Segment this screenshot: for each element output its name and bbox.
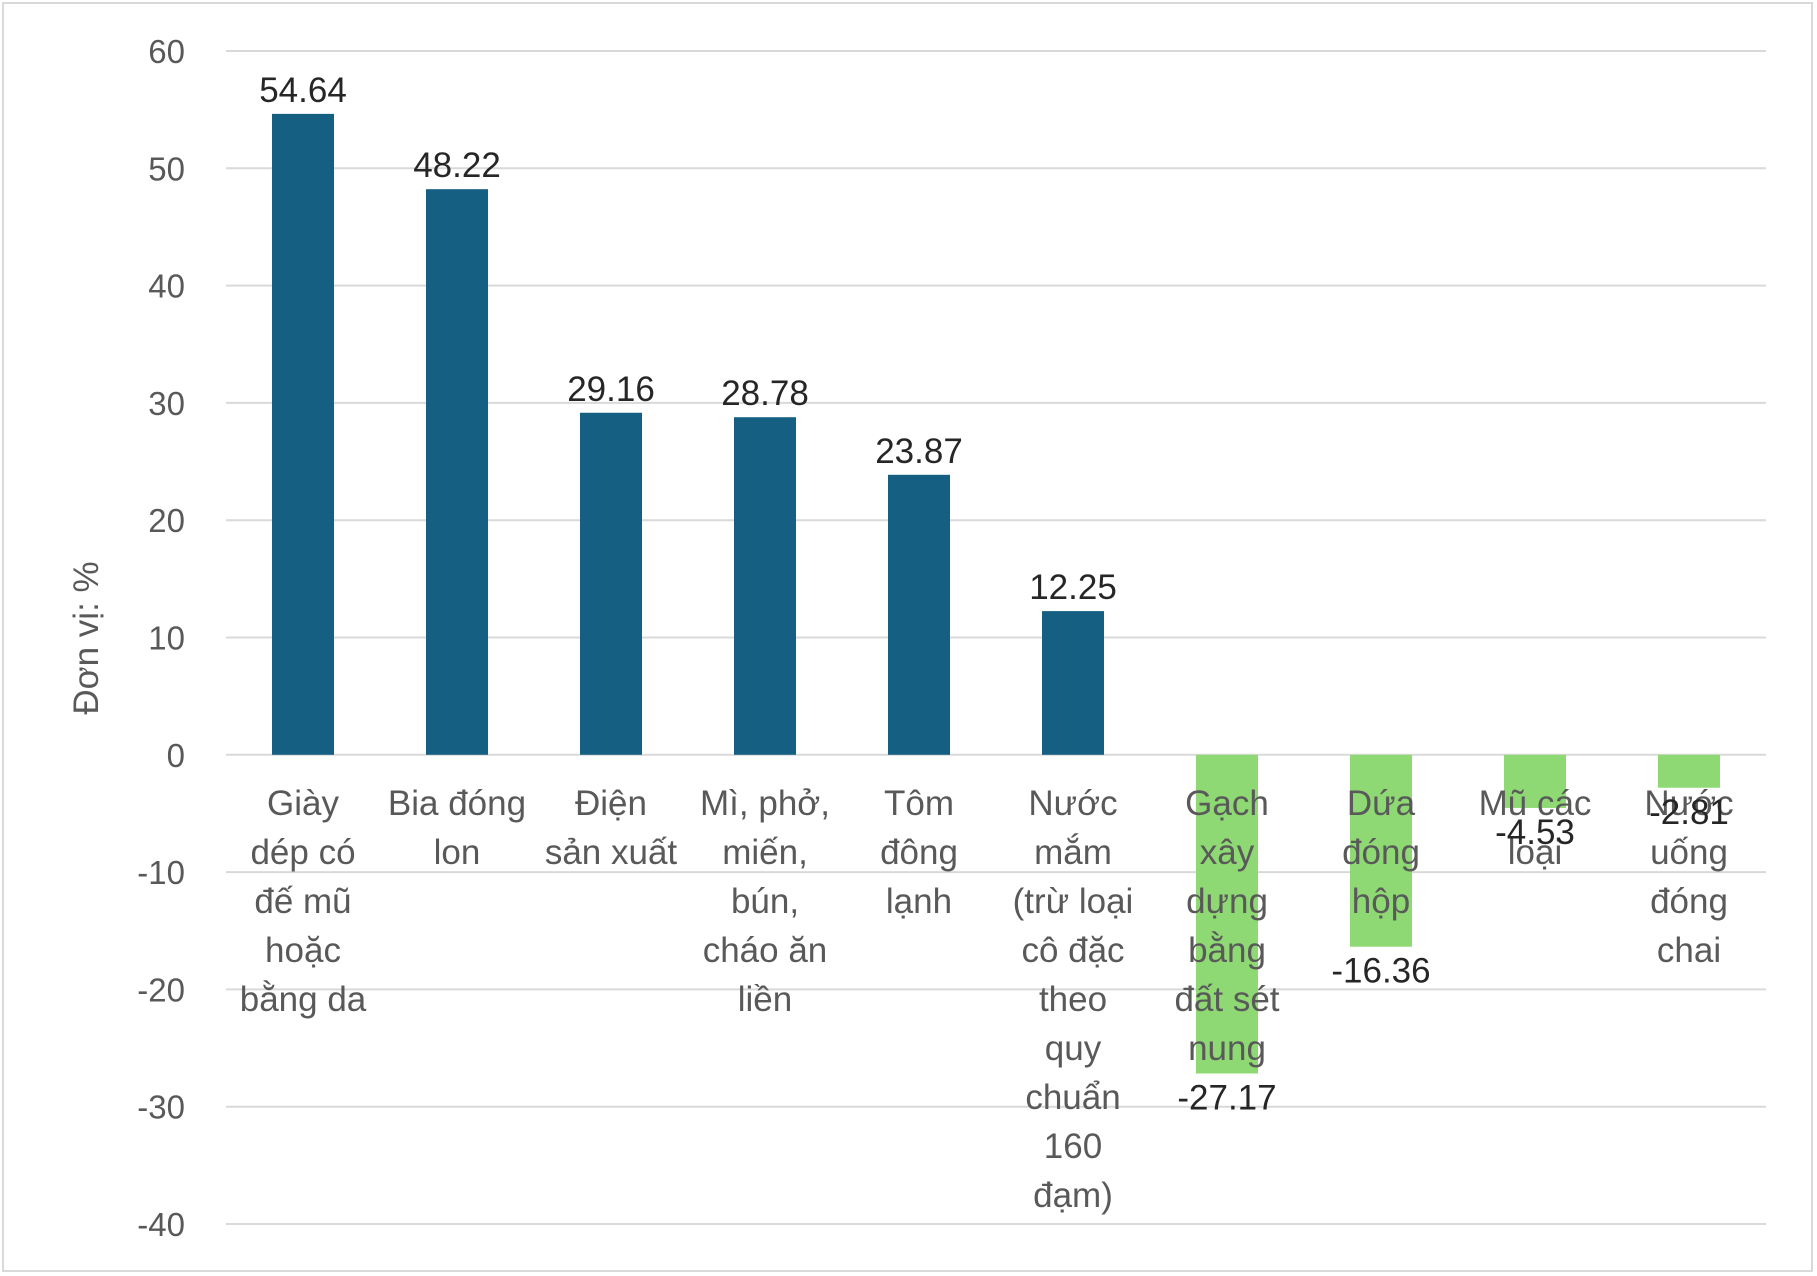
bar-5	[888, 474, 950, 755]
y-tick-label: 50	[148, 150, 185, 187]
y-tick-label: 30	[148, 385, 185, 422]
y-tick-label: 40	[148, 268, 185, 305]
data-label-10: -2.81	[1649, 793, 1729, 832]
y-tick-label: -40	[137, 1206, 185, 1243]
y-tick-label: -10	[137, 854, 185, 891]
bar-8	[1350, 754, 1412, 947]
data-label-8: -16.36	[1331, 952, 1430, 991]
y-tick-label: 60	[148, 33, 185, 70]
data-label-4: 28.78	[721, 374, 809, 413]
data-label-5: 23.87	[875, 432, 963, 471]
y-tick-label: 0	[167, 737, 185, 774]
category-label-5: Tôm đông lạnh	[880, 784, 958, 921]
data-label-9: -4.53	[1495, 813, 1575, 852]
data-labels: 54.64 48.22 29.16 28.78 23.87 12.25 -27.17 -16.…	[259, 71, 1729, 1118]
category-label-7: Gạch xây dựng bằng đất sét nung	[1174, 784, 1279, 1068]
bar-3	[580, 412, 642, 755]
data-label-1: 54.64	[259, 71, 347, 110]
y-tick-label: -30	[137, 1089, 185, 1126]
bar-6	[1042, 611, 1104, 755]
bars	[272, 113, 1720, 1074]
y-axis-title: Đơn vị: %	[67, 561, 106, 714]
bar-9	[1504, 754, 1566, 808]
category-label-2: Bia đóng lon	[388, 784, 526, 872]
category-label-9: Mũ các loại	[1479, 784, 1592, 872]
data-label-6: 12.25	[1029, 568, 1117, 607]
category-label-3: Điện sản xuất	[545, 784, 678, 872]
bar-2	[426, 189, 488, 755]
y-tick-label: 10	[148, 620, 185, 657]
data-label-2: 48.22	[413, 146, 501, 185]
y-tick-label: 20	[148, 502, 185, 539]
category-label-1: Giày dép có đế mũ hoặc bằng da	[240, 784, 367, 1019]
bar-4	[734, 417, 796, 755]
y-tick-label: -20	[137, 971, 185, 1008]
data-label-7: -27.17	[1177, 1079, 1276, 1118]
category-label-4: Mì, phở, miến, bún, cháo ăn liền	[700, 784, 830, 1019]
bar-10	[1658, 754, 1720, 788]
y-axis-ticks: 60 50 40 30 20 10 0 -10 -20 -30 -40	[137, 33, 185, 1243]
category-label-10: Nước uống đóng chai	[1644, 784, 1733, 970]
data-label-3: 29.16	[567, 370, 655, 409]
bar-7	[1196, 754, 1258, 1074]
bar-1	[272, 113, 334, 755]
category-label-6: Nước mắm (trừ loại cô đặc theo quy chuẩn 160 đạm…	[1013, 784, 1134, 1215]
category-label-8: Dứa đóng hộp	[1342, 784, 1420, 921]
